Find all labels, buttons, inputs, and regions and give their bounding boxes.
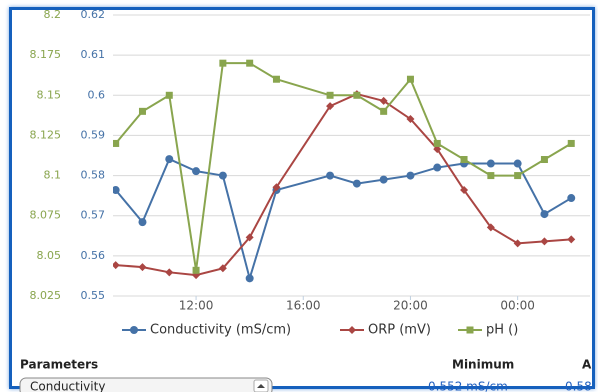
y2-tick-label: 8.175 (30, 48, 62, 61)
parameter-select[interactable] (19, 377, 273, 392)
y2-tick-label: 8.05 (37, 249, 62, 262)
marker (466, 326, 474, 334)
column-header: A (582, 358, 592, 372)
marker (272, 183, 281, 192)
y-tick-label: 0.56 (81, 249, 106, 262)
marker (406, 75, 414, 83)
marker (486, 223, 495, 232)
series-line (114, 157, 572, 283)
y-tick-label: 0.58 (81, 169, 106, 182)
marker (113, 261, 120, 270)
marker (138, 263, 147, 272)
marker (219, 59, 227, 67)
marker (218, 171, 227, 180)
marker (165, 268, 174, 277)
legend-label: Conductivity (mS/cm) (150, 323, 291, 338)
marker (379, 175, 388, 184)
marker (540, 210, 549, 219)
marker (353, 91, 361, 99)
y-tick-label: 0.57 (81, 209, 106, 222)
x-tick-label: 00:00 (500, 299, 535, 313)
y2-tick-label: 8.2 (44, 8, 62, 21)
y-tick-label: 0.6 (88, 88, 106, 101)
marker (326, 171, 335, 180)
marker (218, 264, 227, 273)
marker (433, 145, 442, 154)
marker (245, 274, 254, 283)
marker (406, 171, 415, 180)
marker (514, 172, 522, 180)
marker (433, 139, 441, 147)
marker (567, 194, 576, 203)
marker (348, 326, 356, 334)
marker (379, 96, 388, 105)
marker (540, 237, 549, 246)
y2-tick-label: 8.1 (44, 169, 62, 182)
y-tick-label: 0.62 (81, 8, 106, 21)
marker (192, 266, 200, 274)
y-tick-label: 0.59 (81, 128, 106, 141)
y2-tick-label: 8.125 (30, 128, 62, 141)
marker (130, 326, 138, 334)
select-value[interactable]: Conductivity (30, 380, 105, 392)
panel-frame (9, 7, 595, 389)
marker (245, 233, 254, 242)
marker (113, 186, 120, 195)
minimum-value[interactable]: 0.552 mS/cm (428, 380, 508, 392)
y2-tick-label: 8.025 (30, 289, 62, 302)
y-tick-label: 0.61 (81, 48, 106, 61)
marker (460, 186, 469, 195)
marker (246, 59, 254, 67)
average-value: 0.58 (565, 380, 592, 392)
y2-tick-label: 8.075 (30, 209, 62, 222)
marker (567, 235, 576, 244)
marker (487, 172, 495, 180)
marker (486, 159, 495, 168)
select-arrow (257, 384, 265, 388)
marker (380, 107, 388, 115)
x-tick-label: 12:00 (179, 299, 214, 313)
column-header: Minimum (452, 358, 514, 372)
marker (272, 75, 280, 83)
marker (513, 159, 522, 168)
marker (138, 107, 146, 115)
marker (406, 114, 415, 123)
x-tick-label: 16:00 (286, 299, 321, 313)
series-line (115, 93, 572, 277)
marker (433, 163, 442, 172)
marker (165, 155, 174, 164)
y2-tick-label: 8.15 (37, 88, 62, 101)
marker (352, 179, 361, 188)
marker (192, 167, 201, 176)
legend-label: pH () (486, 323, 518, 338)
marker (113, 139, 120, 147)
marker (567, 139, 575, 147)
marker (513, 239, 522, 248)
y-tick-label: 0.55 (81, 289, 106, 302)
marker (540, 156, 548, 164)
marker (460, 156, 468, 164)
marker (165, 91, 173, 99)
marker (326, 91, 334, 99)
legend-label: ORP (mV) (368, 323, 431, 338)
column-header: Parameters (20, 358, 98, 372)
x-tick-label: 20:00 (393, 299, 428, 313)
marker (138, 218, 147, 227)
marker (326, 102, 335, 111)
